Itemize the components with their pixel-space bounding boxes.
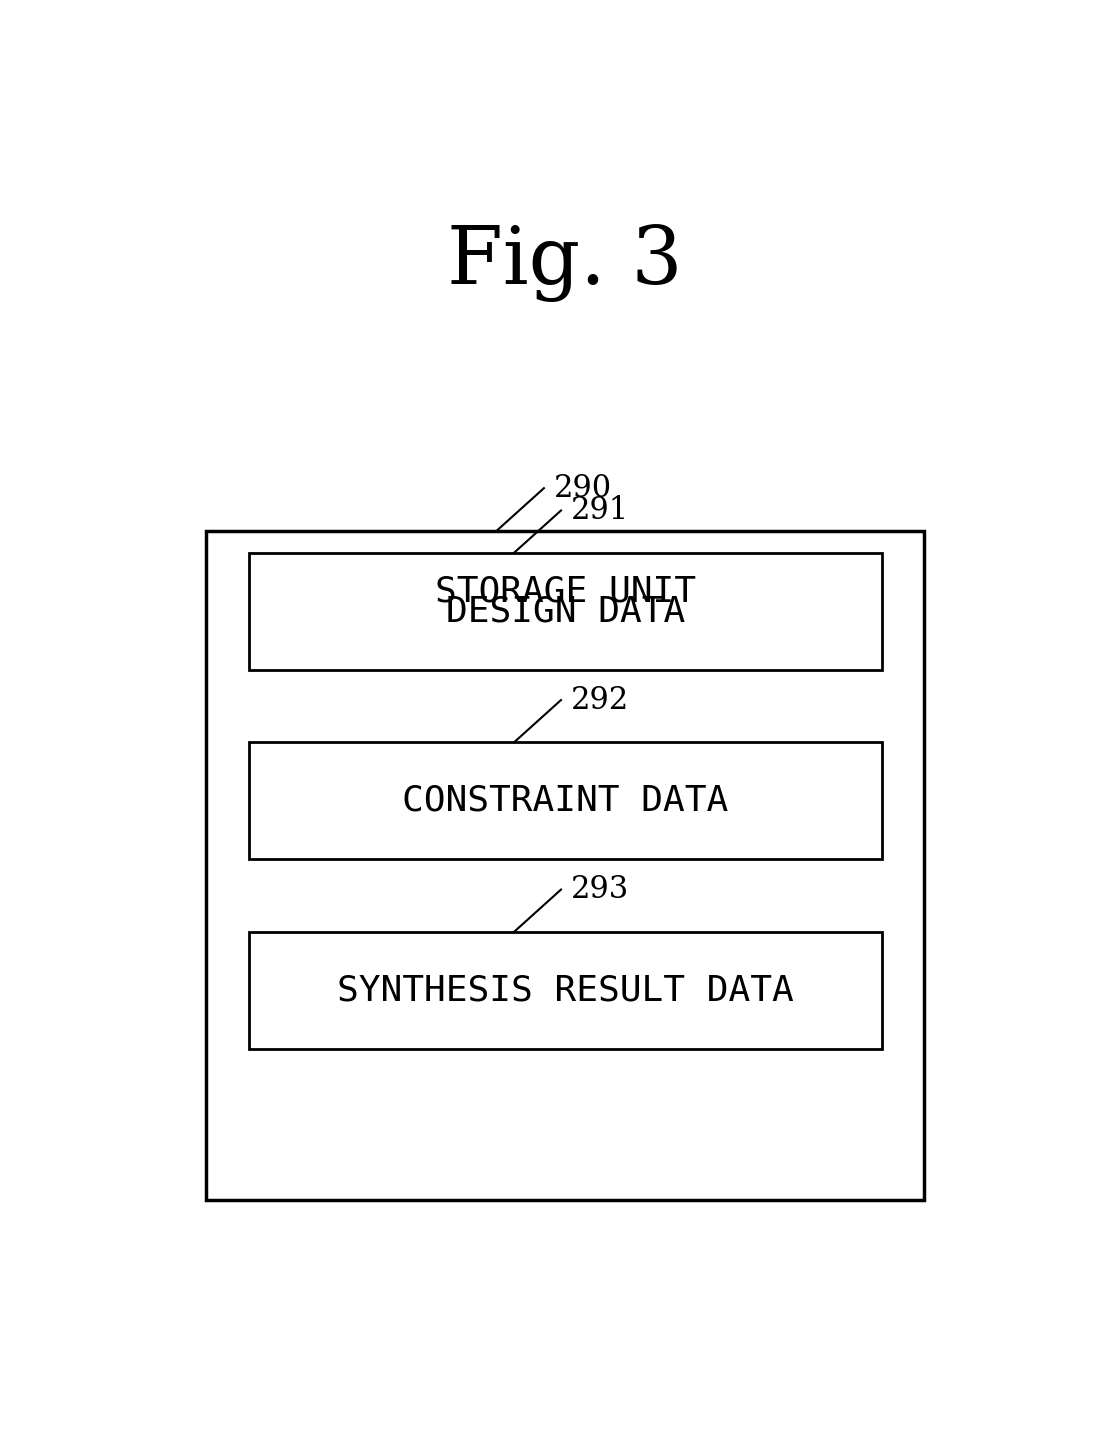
Bar — [249, 743, 881, 860]
Bar — [206, 530, 924, 1199]
Bar — [249, 933, 881, 1048]
Text: Fig. 3: Fig. 3 — [448, 224, 683, 303]
Text: 290: 290 — [554, 472, 612, 504]
Bar — [249, 553, 881, 670]
Text: CONSTRAINT DATA: CONSTRAINT DATA — [403, 783, 728, 818]
Text: 291: 291 — [571, 495, 630, 526]
Text: STORAGE UNIT: STORAGE UNIT — [435, 575, 696, 608]
Text: 292: 292 — [571, 685, 630, 715]
Text: SYNTHESIS RESULT DATA: SYNTHESIS RESULT DATA — [336, 973, 794, 1008]
Text: DESIGN DATA: DESIGN DATA — [446, 594, 685, 628]
Text: 293: 293 — [571, 875, 630, 905]
